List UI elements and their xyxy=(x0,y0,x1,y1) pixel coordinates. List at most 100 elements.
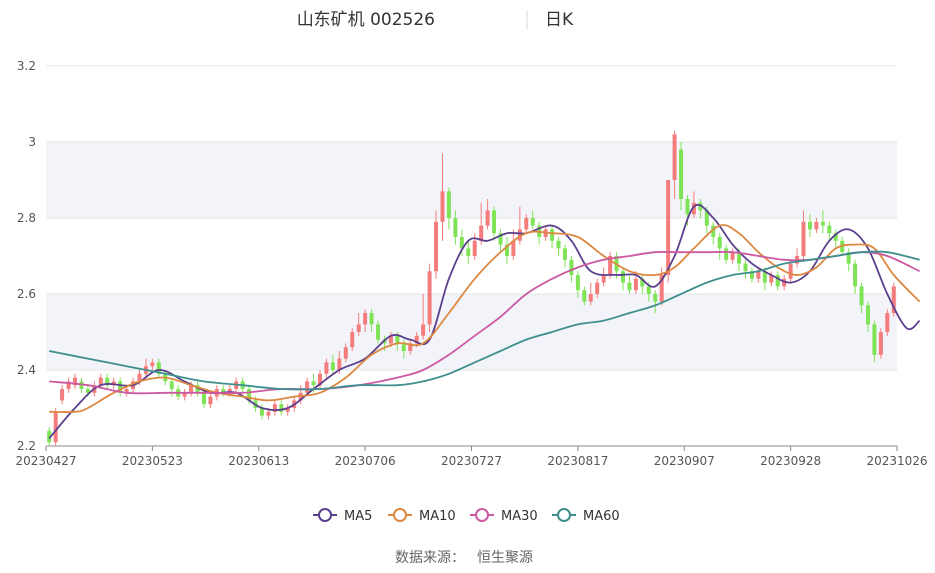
candle xyxy=(575,271,580,298)
legend-marker xyxy=(318,508,332,522)
candle-body xyxy=(169,381,174,389)
candle xyxy=(111,377,116,389)
y-tick-label: 2.4 xyxy=(17,363,36,377)
candle-body xyxy=(711,225,716,237)
legend-label: MA30 xyxy=(501,509,538,524)
candle-body xyxy=(446,191,451,218)
candle xyxy=(324,358,329,378)
candle-body xyxy=(98,377,103,386)
candle xyxy=(195,381,200,397)
candle xyxy=(363,309,368,332)
candle-body xyxy=(653,294,658,302)
candle-body xyxy=(769,275,774,283)
candle xyxy=(479,202,484,245)
candle xyxy=(434,210,439,279)
y-tick-label: 3 xyxy=(28,135,36,149)
source-value: 恒生聚源 xyxy=(477,550,533,566)
candle xyxy=(885,309,890,336)
candle xyxy=(356,313,361,336)
x-tick-label: 20230727 xyxy=(441,454,502,468)
legend-marker xyxy=(557,508,571,522)
legend-item-ma30[interactable]: MA30 xyxy=(470,508,538,524)
x-axis: 20230427 20230523 20230613 20230706 20230727… xyxy=(15,445,928,468)
candle xyxy=(485,199,490,230)
candle xyxy=(698,199,703,218)
candle xyxy=(769,271,774,287)
candle-body xyxy=(247,389,252,401)
candle-body xyxy=(885,313,890,332)
candle-body xyxy=(633,278,638,291)
candle xyxy=(846,248,851,272)
candle-body xyxy=(111,381,116,386)
candle-body xyxy=(659,275,664,302)
legend-item-ma60[interactable]: MA60 xyxy=(552,508,620,524)
candle xyxy=(717,233,722,260)
candle-body xyxy=(621,271,626,283)
candle-body xyxy=(511,240,516,256)
candle xyxy=(466,240,471,264)
candle-body xyxy=(878,332,883,355)
candle-body xyxy=(717,237,722,249)
candle xyxy=(795,248,800,268)
candle xyxy=(279,400,284,416)
candle-body xyxy=(762,271,767,283)
candle-body xyxy=(124,389,129,393)
candle-body xyxy=(150,362,155,367)
legend-marker xyxy=(393,508,407,522)
candle xyxy=(724,244,729,264)
candle xyxy=(453,210,458,245)
candle-body xyxy=(201,392,206,405)
y-axis: 2.2 2.4 2.6 2.8 3 3.2 xyxy=(17,59,36,453)
candle xyxy=(711,221,716,245)
candle-body xyxy=(85,389,90,393)
grid-band xyxy=(46,294,897,370)
legend-item-ma5[interactable]: MA5 xyxy=(313,508,372,524)
candle-body xyxy=(421,324,426,336)
candle-body xyxy=(227,389,232,393)
candle xyxy=(105,373,110,389)
candle-body xyxy=(595,282,600,294)
candle-body xyxy=(324,362,329,374)
candle-body xyxy=(479,225,484,241)
candle xyxy=(801,210,806,260)
candle xyxy=(317,370,322,389)
candle-body xyxy=(221,389,226,393)
candle xyxy=(446,187,451,230)
candle-body xyxy=(775,275,780,287)
candle-body xyxy=(466,248,471,256)
candle-body xyxy=(865,305,870,325)
candle-body xyxy=(814,221,819,230)
candle xyxy=(169,377,174,397)
candle-body xyxy=(698,202,703,211)
candle xyxy=(427,263,432,332)
candle xyxy=(775,271,780,291)
candle xyxy=(504,237,509,264)
candle xyxy=(814,218,819,234)
y-tick-label: 2.6 xyxy=(17,287,36,301)
candle xyxy=(498,229,503,253)
candle xyxy=(556,237,561,256)
candle xyxy=(118,377,123,397)
candle-body xyxy=(414,335,419,344)
candle xyxy=(865,301,870,332)
candle xyxy=(517,206,522,245)
candle-body xyxy=(672,134,677,180)
x-tick-label: 20230907 xyxy=(654,454,715,468)
background-bands xyxy=(46,142,897,370)
candle xyxy=(182,389,187,401)
legend-item-ma10[interactable]: MA10 xyxy=(388,508,456,524)
legend-label: MA5 xyxy=(344,509,372,524)
candle-body xyxy=(189,385,194,393)
candle-body xyxy=(47,430,52,443)
candle-body xyxy=(504,244,509,256)
grid-band xyxy=(46,142,897,218)
x-tick-label: 20230928 xyxy=(760,454,821,468)
candle-body xyxy=(627,282,632,291)
candle-body xyxy=(453,218,458,237)
y-tick-label: 3.2 xyxy=(17,59,36,73)
candle-body xyxy=(337,358,342,370)
candle-body xyxy=(369,313,374,325)
candle xyxy=(782,275,787,291)
candle-body xyxy=(685,199,690,215)
